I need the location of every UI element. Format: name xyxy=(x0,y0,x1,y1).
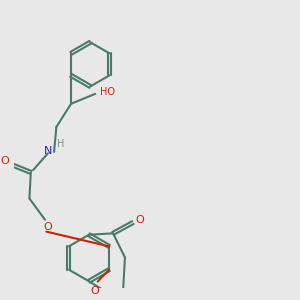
Text: O: O xyxy=(43,222,52,232)
Text: N: N xyxy=(44,146,52,155)
Text: O: O xyxy=(0,156,9,166)
Text: O: O xyxy=(91,286,100,296)
Text: O: O xyxy=(136,215,144,225)
Text: HO: HO xyxy=(100,87,115,97)
Text: H: H xyxy=(57,139,64,149)
